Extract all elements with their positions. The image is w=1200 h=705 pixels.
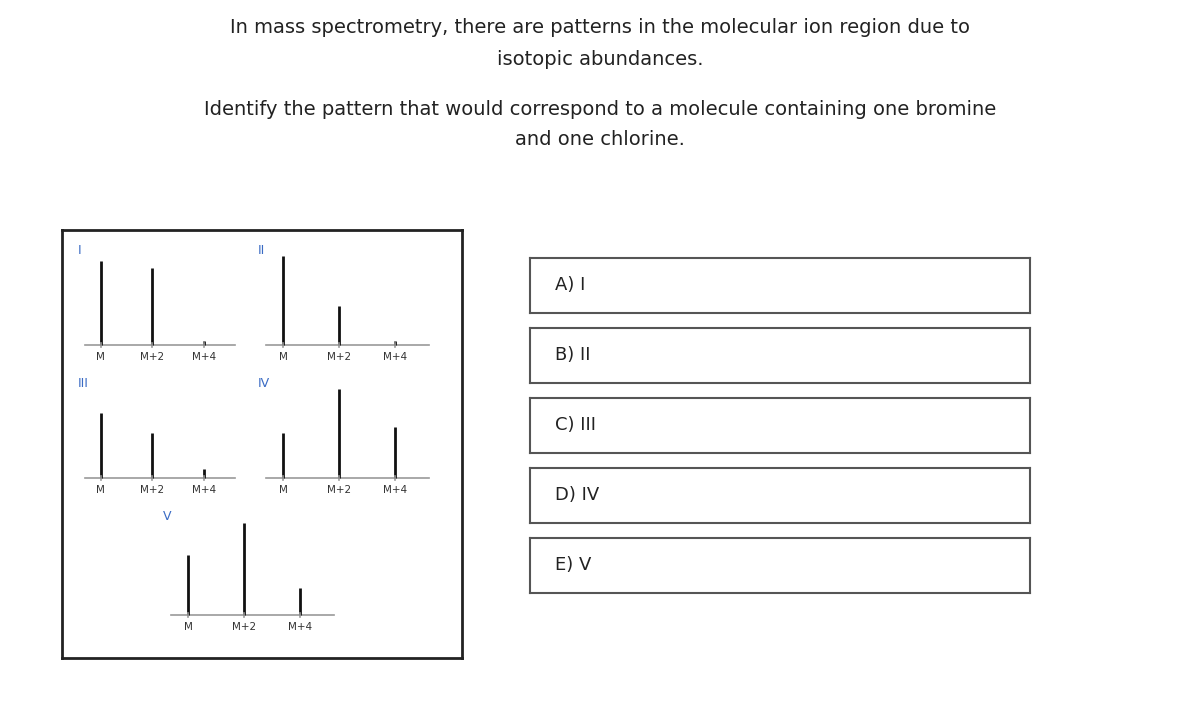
Text: II: II [258,244,265,257]
Text: A) I: A) I [554,276,586,295]
Text: B) II: B) II [554,346,590,364]
Text: M: M [184,623,192,632]
Text: M: M [96,485,106,495]
Text: C) III: C) III [554,417,596,434]
Text: D) IV: D) IV [554,486,599,505]
Text: III: III [78,377,89,390]
Text: M+2: M+2 [232,623,256,632]
Text: Identify the pattern that would correspond to a molecule containing one bromine: Identify the pattern that would correspo… [204,100,996,119]
Text: M+2: M+2 [140,485,164,495]
Text: M+2: M+2 [328,352,352,362]
Text: M+2: M+2 [140,352,164,362]
Text: M+4: M+4 [383,485,407,495]
Text: E) V: E) V [554,556,592,575]
Text: M: M [278,352,288,362]
Text: isotopic abundances.: isotopic abundances. [497,50,703,69]
Text: M+4: M+4 [192,485,216,495]
Text: and one chlorine.: and one chlorine. [515,130,685,149]
Text: M+4: M+4 [192,352,216,362]
Text: I: I [78,244,82,257]
Text: In mass spectrometry, there are patterns in the molecular ion region due to: In mass spectrometry, there are patterns… [230,18,970,37]
Text: M: M [96,352,106,362]
Text: M: M [278,485,288,495]
Text: M+2: M+2 [328,485,352,495]
Text: IV: IV [258,377,270,390]
Text: M+4: M+4 [288,623,312,632]
Text: M+4: M+4 [383,352,407,362]
Text: V: V [163,510,172,523]
